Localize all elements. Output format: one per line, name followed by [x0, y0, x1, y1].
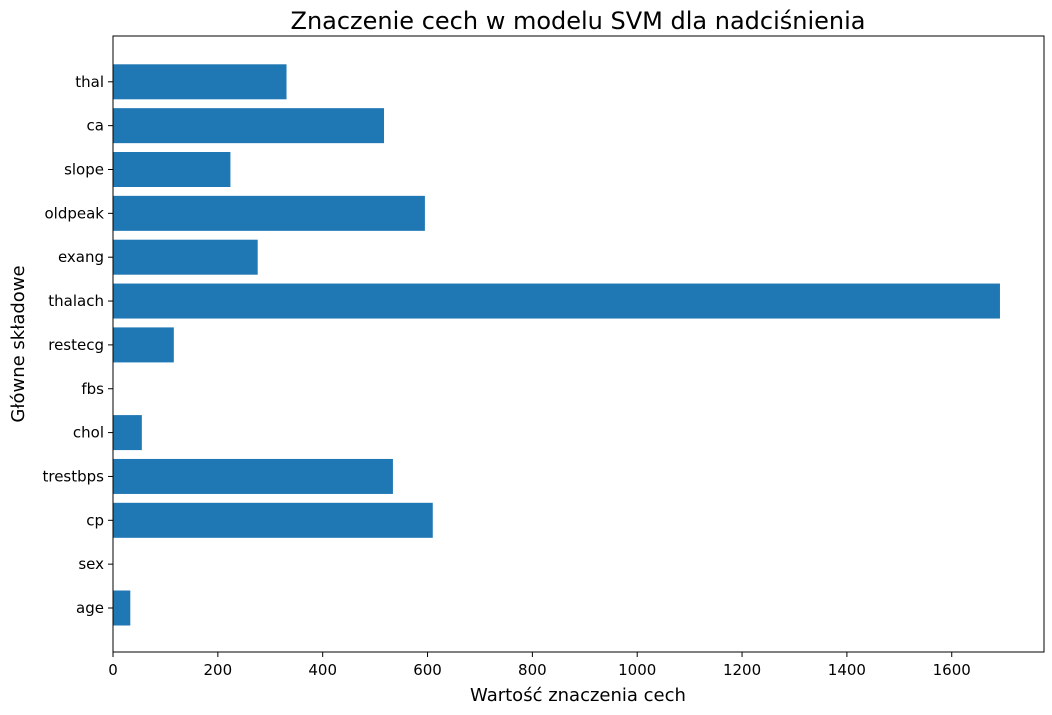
bar-thalach — [113, 283, 1000, 319]
bar-ca — [113, 108, 385, 144]
x-tick-label-800: 800 — [518, 661, 547, 679]
y-tick-label-cp: cp — [86, 511, 104, 529]
bar-cp — [113, 502, 433, 538]
y-tick-label-age: age — [76, 599, 104, 617]
chart-title: Znaczenie cech w modelu SVM dla nadciśni… — [291, 7, 866, 35]
y-tick-label-ca: ca — [87, 117, 104, 135]
y-tick-label-restecg: restecg — [48, 336, 104, 354]
y-tick-label-exang: exang — [58, 248, 104, 266]
bar-exang — [113, 239, 258, 275]
x-tick-label-0: 0 — [108, 661, 118, 679]
x-tick-label-1000: 1000 — [618, 661, 656, 679]
bar-thal — [113, 64, 287, 100]
plot-frame — [112, 35, 1045, 653]
bar-restecg — [113, 327, 174, 363]
bars-group — [113, 64, 1000, 626]
bar-trestbps — [113, 458, 393, 494]
x-axis-label: Wartość znaczenia cech — [470, 685, 686, 706]
y-tick-label-oldpeak: oldpeak — [45, 204, 105, 222]
y-tick-label-thal: thal — [75, 73, 104, 91]
y-tick-label-trestbps: trestbps — [42, 467, 104, 485]
y-axis-label: Główne składowe — [8, 265, 29, 422]
y-axis: age sex cp trestbps chol fbs restecg thalach exa… — [42, 73, 113, 617]
bar-slope — [113, 152, 231, 187]
x-tick-label-200: 200 — [204, 661, 233, 679]
y-tick-label-sex: sex — [78, 555, 104, 573]
x-tick-label-600: 600 — [413, 661, 442, 679]
y-tick-label-chol: chol — [73, 424, 104, 442]
bar-age — [113, 590, 131, 626]
x-tick-label-1200: 1200 — [723, 661, 761, 679]
y-tick-label-fbs: fbs — [81, 380, 104, 398]
x-tick-label-400: 400 — [308, 661, 337, 679]
y-tick-label-thalach: thalach — [48, 292, 104, 310]
bar-chol — [113, 415, 142, 451]
y-tick-label-slope: slope — [64, 161, 104, 179]
x-tick-label-1600: 1600 — [933, 661, 971, 679]
x-tick-label-1400: 1400 — [828, 661, 866, 679]
x-axis: 0 200 400 600 800 1000 1200 1400 1600 — [108, 652, 971, 679]
bar-oldpeak — [113, 195, 425, 231]
